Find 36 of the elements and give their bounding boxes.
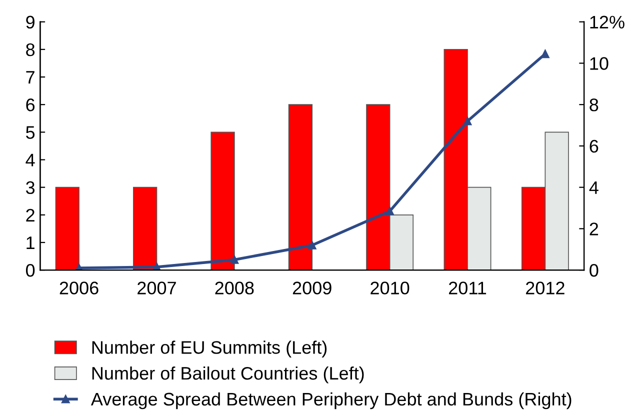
y2-tick-label: 10 (590, 57, 608, 70)
legend-label: Number of Bailout Countries (Left) (92, 366, 364, 384)
y2-tick-label: 8 (590, 98, 598, 112)
x-tick-label: 2006 (60, 282, 98, 294)
y-tick-label: 5 (26, 126, 35, 139)
point (386, 206, 394, 216)
point (230, 256, 239, 264)
bar (288, 104, 313, 270)
legend-label: Average Spread Between Periphery Debt and Bunds (Right) (90, 392, 572, 410)
x-tick-label: 2011 (448, 282, 486, 294)
bar (133, 186, 158, 270)
legend-label: Number of EU Summits (Left) (92, 340, 327, 358)
y-tick-label: 4 (26, 154, 35, 166)
y-tick-label: 0 (26, 264, 35, 277)
y-tick-label: 2 (26, 208, 34, 222)
y-tick-label: 1 (26, 236, 34, 250)
point (463, 116, 472, 126)
y2-tick-label: 6 (590, 140, 598, 153)
x-tick-label: 2009 (292, 282, 332, 294)
y-tick-label: 3 (26, 181, 35, 194)
point (308, 241, 316, 250)
y-tick-label: 8 (26, 43, 35, 56)
y2-tick-label: 0 (590, 264, 598, 277)
y-tick-label: 6 (26, 98, 35, 112)
y2-tick-label: 2 (590, 222, 598, 236)
x-tick-label: 2010 (370, 282, 410, 294)
y2-tick-label: 4 (589, 181, 598, 194)
x-tick-label: 2008 (215, 282, 254, 294)
x-tick-label: 2012 (526, 282, 564, 294)
y-tick-label: 7 (26, 71, 34, 84)
bar (55, 186, 80, 270)
y-tick-label: 9 (26, 16, 34, 29)
bar (210, 132, 235, 270)
y2-tick-label: 12% (590, 16, 624, 28)
x-tick-label: 2007 (138, 282, 176, 294)
point (541, 50, 550, 58)
